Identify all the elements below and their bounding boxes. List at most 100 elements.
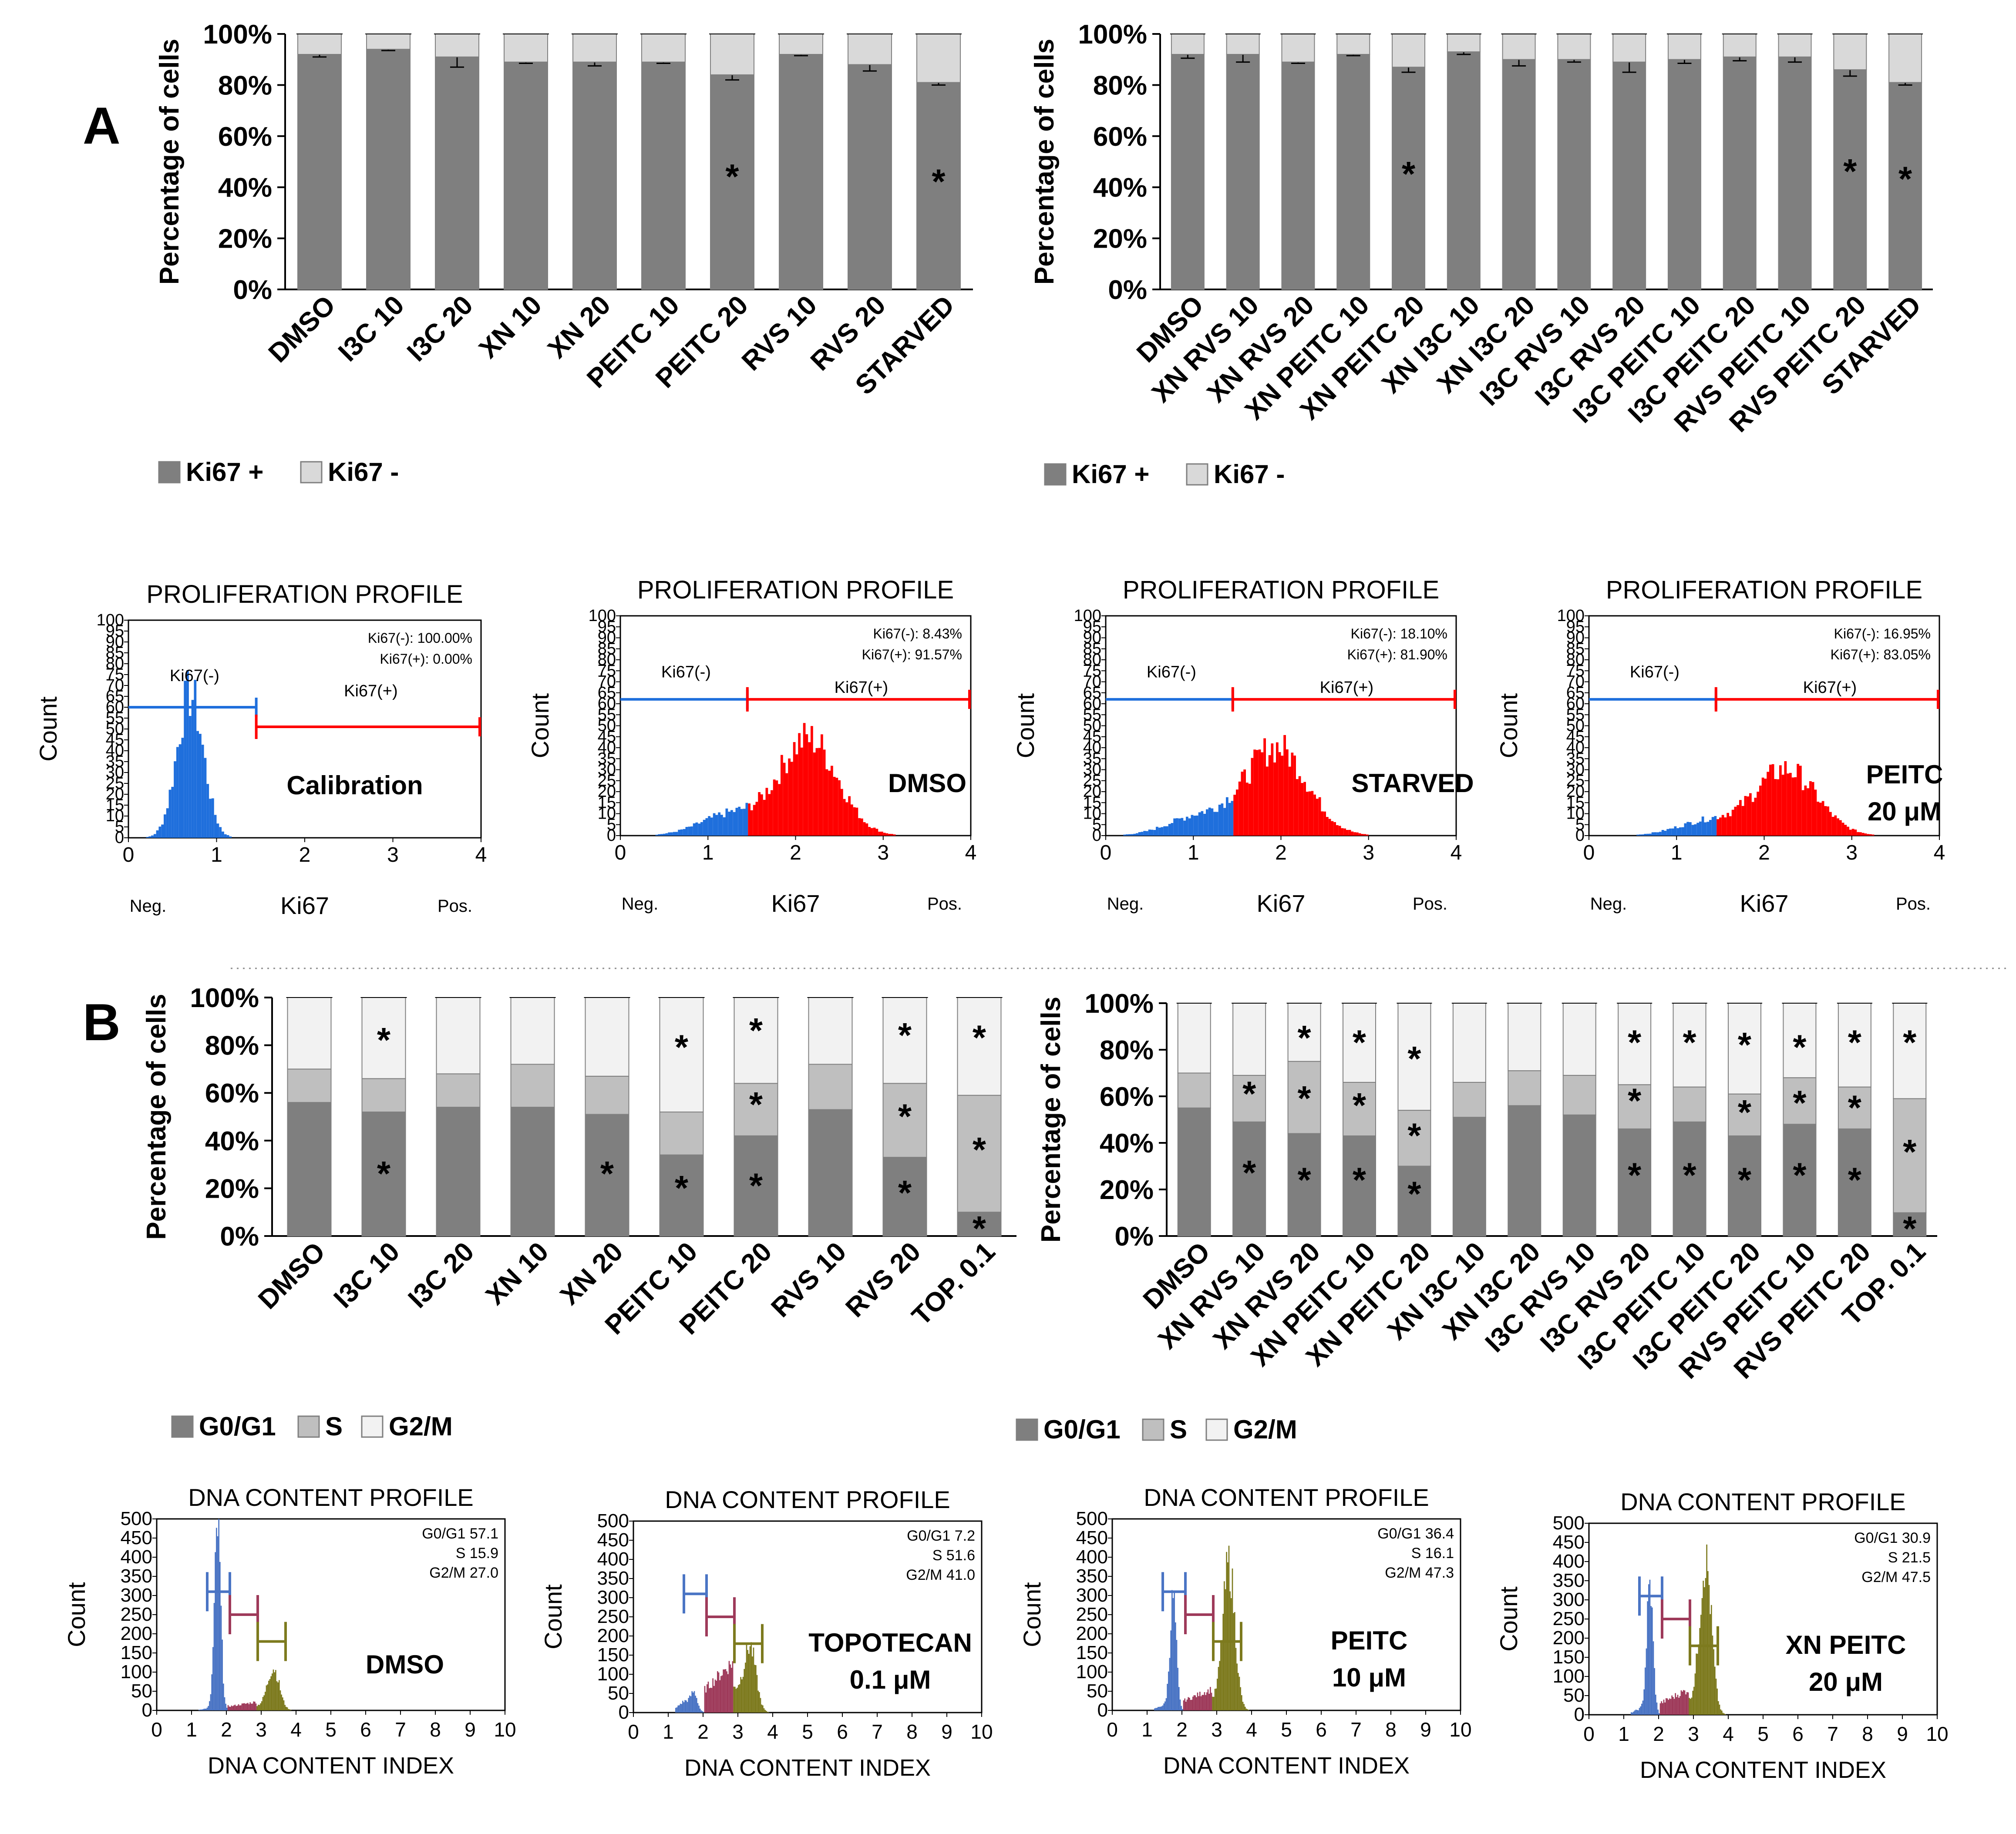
gate-label-neg: Ki67(-)	[170, 667, 219, 685]
x-tick-label: 10	[1926, 1723, 1948, 1745]
histogram-bin-g2m	[756, 1675, 758, 1713]
y-tick-label: 40	[106, 742, 124, 760]
gate-label-neg: Ki67(-)	[1147, 663, 1196, 681]
histogram-bin-s	[1679, 1696, 1681, 1715]
histogram-bin-s	[1188, 1697, 1189, 1710]
histogram-bin-ki67-neg	[204, 758, 207, 838]
histogram-bin-ki67-pos	[1809, 781, 1812, 836]
significance-asterisk: *	[1683, 1023, 1697, 1062]
histogram-bin-ki67-neg	[1651, 832, 1654, 836]
histogram-bin-ki67-pos	[1777, 779, 1779, 836]
histogram-bin-g2m	[1703, 1580, 1704, 1715]
bar-segment-ki67	[710, 74, 754, 290]
significance-asterisk: *	[1848, 1023, 1862, 1062]
x-tick-label: 0	[1583, 841, 1595, 864]
bar-segment-g0g1	[1783, 1124, 1817, 1236]
histogram-bin-s	[712, 1678, 714, 1713]
y-tick-label: 45	[598, 728, 616, 746]
histogram-bin-ki67-neg	[743, 809, 746, 836]
y-tick-label: 55	[598, 705, 616, 724]
x-tick-label: 4	[1934, 841, 1945, 864]
histogram-bin-g2m	[259, 1705, 260, 1710]
bar-segment-g2m	[1618, 1003, 1652, 1085]
y-tick-label: 45	[1083, 728, 1101, 746]
histogram-bin-s	[707, 1681, 709, 1713]
histogram-bin-ki67-neg	[683, 829, 686, 836]
y-tick-label: 95	[1083, 618, 1101, 636]
y-axis-title: Count	[63, 1582, 90, 1647]
bar-segment-s	[1562, 1075, 1596, 1115]
histogram-bin-s	[1208, 1693, 1210, 1710]
y-tick-label: 5	[1092, 816, 1101, 834]
histogram-bin-ki67-pos	[765, 788, 768, 836]
histogram-bin-g2m	[270, 1676, 272, 1710]
x-tick-label: 1	[663, 1720, 674, 1743]
bar-segment-ki67	[1612, 61, 1646, 290]
gate-label-pos: Ki67(+)	[344, 682, 398, 700]
histogram-title: PROLIFERATION PROFILE	[146, 580, 463, 608]
x-tick-label: 5	[1281, 1718, 1292, 1741]
bar-segment-g0g1	[1232, 1121, 1266, 1237]
y-tick-label: 20%	[1093, 224, 1147, 254]
histogram-bin-g0g1	[1182, 1709, 1183, 1710]
histogram-bin-g0g1	[1175, 1622, 1176, 1710]
x-axis-title: Ki67	[280, 892, 329, 919]
histogram-bin-g2m	[1213, 1696, 1215, 1710]
histogram-bin-g0g1	[218, 1518, 219, 1710]
histogram-bin-ki67-neg	[715, 815, 718, 836]
neg-label: Neg.	[622, 894, 659, 914]
histogram-bin-ki67-pos	[1241, 772, 1244, 836]
bar-segment-g0g1	[1562, 1114, 1596, 1237]
histogram-bin-g0g1	[697, 1703, 699, 1713]
histogram-bin-s	[1207, 1689, 1209, 1710]
histogram-bin-ki67-pos	[783, 762, 786, 836]
histogram-bin-g0g1	[220, 1606, 222, 1710]
gate-label-neg: Ki67(-)	[1630, 663, 1679, 681]
histogram-bin-g2m	[1217, 1679, 1218, 1710]
histogram-bin-g0g1	[702, 1711, 703, 1713]
histogram-bin-s	[1678, 1697, 1679, 1715]
histogram-bin-ki67-neg	[688, 826, 690, 836]
histogram-bin-g0g1	[1654, 1668, 1655, 1715]
bar-segment-ki67	[366, 34, 411, 50]
cell-cycle-stat: G0/G1 30.9	[1854, 1530, 1931, 1546]
stat-ki67-pos: Ki67(+): 81.90%	[1347, 647, 1447, 662]
y-tick-label: 25	[106, 774, 124, 793]
histogram-bin-s	[707, 1684, 708, 1713]
histogram-bin-g0g1	[1161, 1706, 1162, 1710]
x-tick-label: 1	[186, 1718, 197, 1741]
histogram-bin-s	[1677, 1695, 1679, 1715]
bar-segment-s	[1783, 1077, 1817, 1125]
histogram-bin-g2m	[281, 1694, 282, 1710]
y-tick-label: 250	[597, 1606, 629, 1627]
histogram-bin-ki67-pos	[795, 754, 798, 836]
histogram-bin-ki67-pos	[1869, 834, 1872, 836]
histogram-bin-g2m	[1691, 1697, 1693, 1715]
histogram-bin-g0g1	[690, 1696, 692, 1713]
stat-ki67-pos: Ki67(+): 91.57%	[862, 647, 962, 662]
gate-label-pos: Ki67(+)	[1803, 679, 1857, 697]
histogram-bin-ki67-pos	[1841, 823, 1844, 836]
histogram-bin-g2m	[757, 1690, 759, 1713]
histogram-bin-ki67-pos	[1356, 832, 1359, 836]
histogram-bin-g2m	[1236, 1663, 1238, 1710]
histogram-bin-ki67-neg	[178, 744, 182, 838]
histogram-bin-s	[705, 1692, 707, 1713]
histogram-bin-g2m	[284, 1705, 286, 1710]
significance-asterisk: *	[1353, 1023, 1366, 1062]
histogram-bin-s	[1202, 1695, 1203, 1710]
bar-segment-ki67	[641, 34, 686, 63]
bar-segment-g2m	[1232, 1003, 1266, 1076]
cell-cycle-stat: G2/M 41.0	[906, 1567, 975, 1583]
histogram-bin-ki67-neg	[665, 833, 668, 836]
y-tick-label: 0	[607, 826, 616, 845]
y-tick-label: 0	[619, 1702, 629, 1723]
histogram-bin-s	[719, 1680, 720, 1713]
histogram-bin-s	[230, 1706, 231, 1710]
neg-label: Neg.	[130, 897, 167, 916]
x-tick-label: 3	[732, 1720, 744, 1743]
cell-cycle-stat: G0/G1 36.4	[1377, 1525, 1454, 1542]
bar-segment-g0g1	[1508, 1105, 1541, 1236]
histogram-bin-ki67-pos	[1751, 802, 1754, 836]
histogram-bin-ki67-neg	[698, 823, 700, 836]
